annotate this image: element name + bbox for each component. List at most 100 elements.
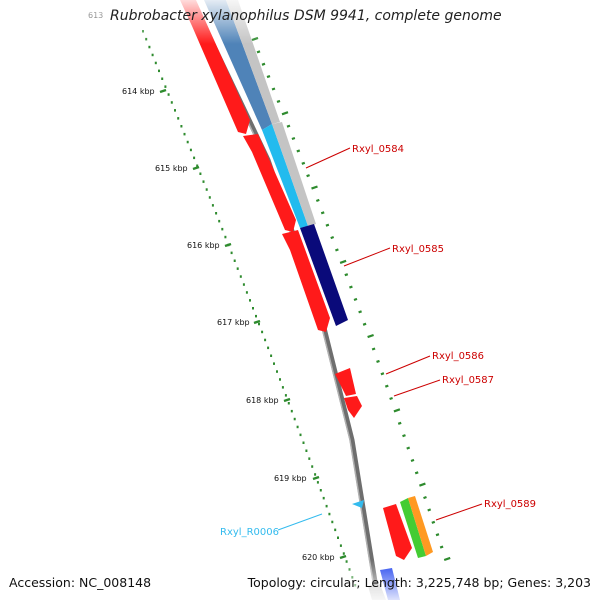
plus-strand-dash [315,198,320,203]
tick-dot [148,45,151,49]
gene-arrow-rxyl-0586-minus[interactable] [282,230,330,332]
tick-dot [170,101,173,104]
tick-dot [316,481,319,484]
tick-dot [236,267,239,270]
tick-dot [311,465,314,468]
tick-dot [196,164,199,167]
tick-dot [218,219,221,223]
tick-label: 616 kbp [187,241,220,250]
tick-label: 614 kbp [122,87,155,96]
tick-dot [233,259,236,262]
plus-strand-dash [330,235,335,240]
plus-strand-dash [362,322,367,326]
tick-dot [221,227,224,231]
gene-label-rxyl-0585[interactable]: Rxyl_0585 [392,244,444,255]
tick-dot [322,496,325,500]
genome-title: Rubrobacter xylanophilus DSM 9941, compl… [110,8,502,24]
tick-dot [164,85,167,88]
tick-dot [325,504,328,508]
plus-strand-dash [335,248,339,252]
kbp-tick-mark [339,554,347,560]
plus-strand-dash [427,508,432,512]
gene-label-rxyl-0584[interactable]: Rxyl_0584 [352,144,404,155]
plus-strand-dash [325,223,330,227]
tick-dot [167,93,170,96]
tick-dot [202,180,205,183]
tick-dot [215,212,218,215]
plus-strand-dash [419,482,426,487]
gene-arrow-rxyl-0589-minus[interactable] [383,504,412,560]
plus-strand-dash [371,347,376,351]
plus-strand-dash [376,359,380,363]
gene-block-navy[interactable] [300,224,348,326]
gene-label-rxyl-0589[interactable]: Rxyl_0589 [484,499,536,510]
gene-block-gray-mid[interactable] [272,122,316,226]
tick-dot [279,378,281,381]
tick-dot [158,69,160,73]
gene-label-rxyl-0586[interactable]: Rxyl_0586 [432,351,484,362]
tick-label: 620 kbp [302,553,335,562]
genome-backbone-highlight [189,0,377,600]
tick-dot [281,386,284,389]
tick-dot [302,441,305,444]
plus-strand-dash [443,556,451,562]
tick-dot [186,140,189,144]
gene-label-rxyl-r0006[interactable]: Rxyl_R0006 [220,527,279,538]
tick-label: 618 kbp [246,396,279,405]
tick-dot [328,512,331,516]
tick-dot [242,283,245,286]
plus-strand-dash [271,87,276,91]
tick-dot [293,417,296,421]
gene-block-green[interactable] [400,498,426,558]
tick-dot [337,536,339,539]
tick-dot [205,188,208,191]
gene-arrow-rxyl-0587-minus[interactable] [335,368,356,396]
tick-dot [270,354,273,357]
tick-dot [261,330,264,334]
plus-strand-dash [261,62,266,66]
gene-arrow-rxyl-0588-minus[interactable] [344,396,362,418]
plus-strand-dash [406,446,411,450]
bottom-fade [0,560,600,600]
gene-block-orange[interactable] [408,496,433,556]
plus-strand-dash [339,259,347,264]
top-fade [0,0,600,44]
plus-strand-dash [320,211,325,215]
plus-strand-dash [291,136,296,141]
plus-strand-dash [380,372,385,376]
tick-dot [180,125,183,128]
plus-strand-dash [402,434,406,438]
gene-label-rxyl-0587[interactable]: Rxyl_0587 [442,375,494,386]
gene-block-skyblue[interactable] [262,124,308,228]
tick-dot [334,528,337,532]
tick-dot [154,61,157,65]
plus-strand-dash [353,297,358,302]
tick-dot [331,520,334,524]
plus-strand-dash [256,50,261,54]
plus-strand-dash [384,384,389,388]
plus-strand-dash [435,533,440,537]
gene-arrow-rxyl-0585-minus[interactable] [243,134,296,232]
tick-label: 615 kbp [155,164,188,173]
leader-line-rxyl-0589 [435,503,483,521]
tick-dot [339,544,342,547]
tick-dot [273,362,275,365]
plus-strand-dash [301,161,306,165]
plus-strand-dash [367,333,374,339]
kbp-tick-labels: 613 614 kbp 615 kbp 616 kbp 617 kbp 618 … [88,11,335,562]
leader-line-rxyl-r0006 [277,513,323,531]
tick-dot [319,489,322,492]
plus-strand-dash [281,111,289,116]
tick-dot [252,307,254,310]
leader-line-rxyl-0584 [305,147,351,169]
rrna-marker-rxyl-r0006[interactable] [352,500,364,508]
tick-dot [290,409,293,413]
plus-strand-dash [439,545,444,549]
tick-dot [287,402,290,405]
tick-dot [276,370,278,373]
tick-dot [151,53,154,57]
plus-strand-dash [358,310,362,314]
tick-dot [305,449,308,452]
kbp-tick-mark [283,397,291,403]
tick-dot [189,148,192,152]
